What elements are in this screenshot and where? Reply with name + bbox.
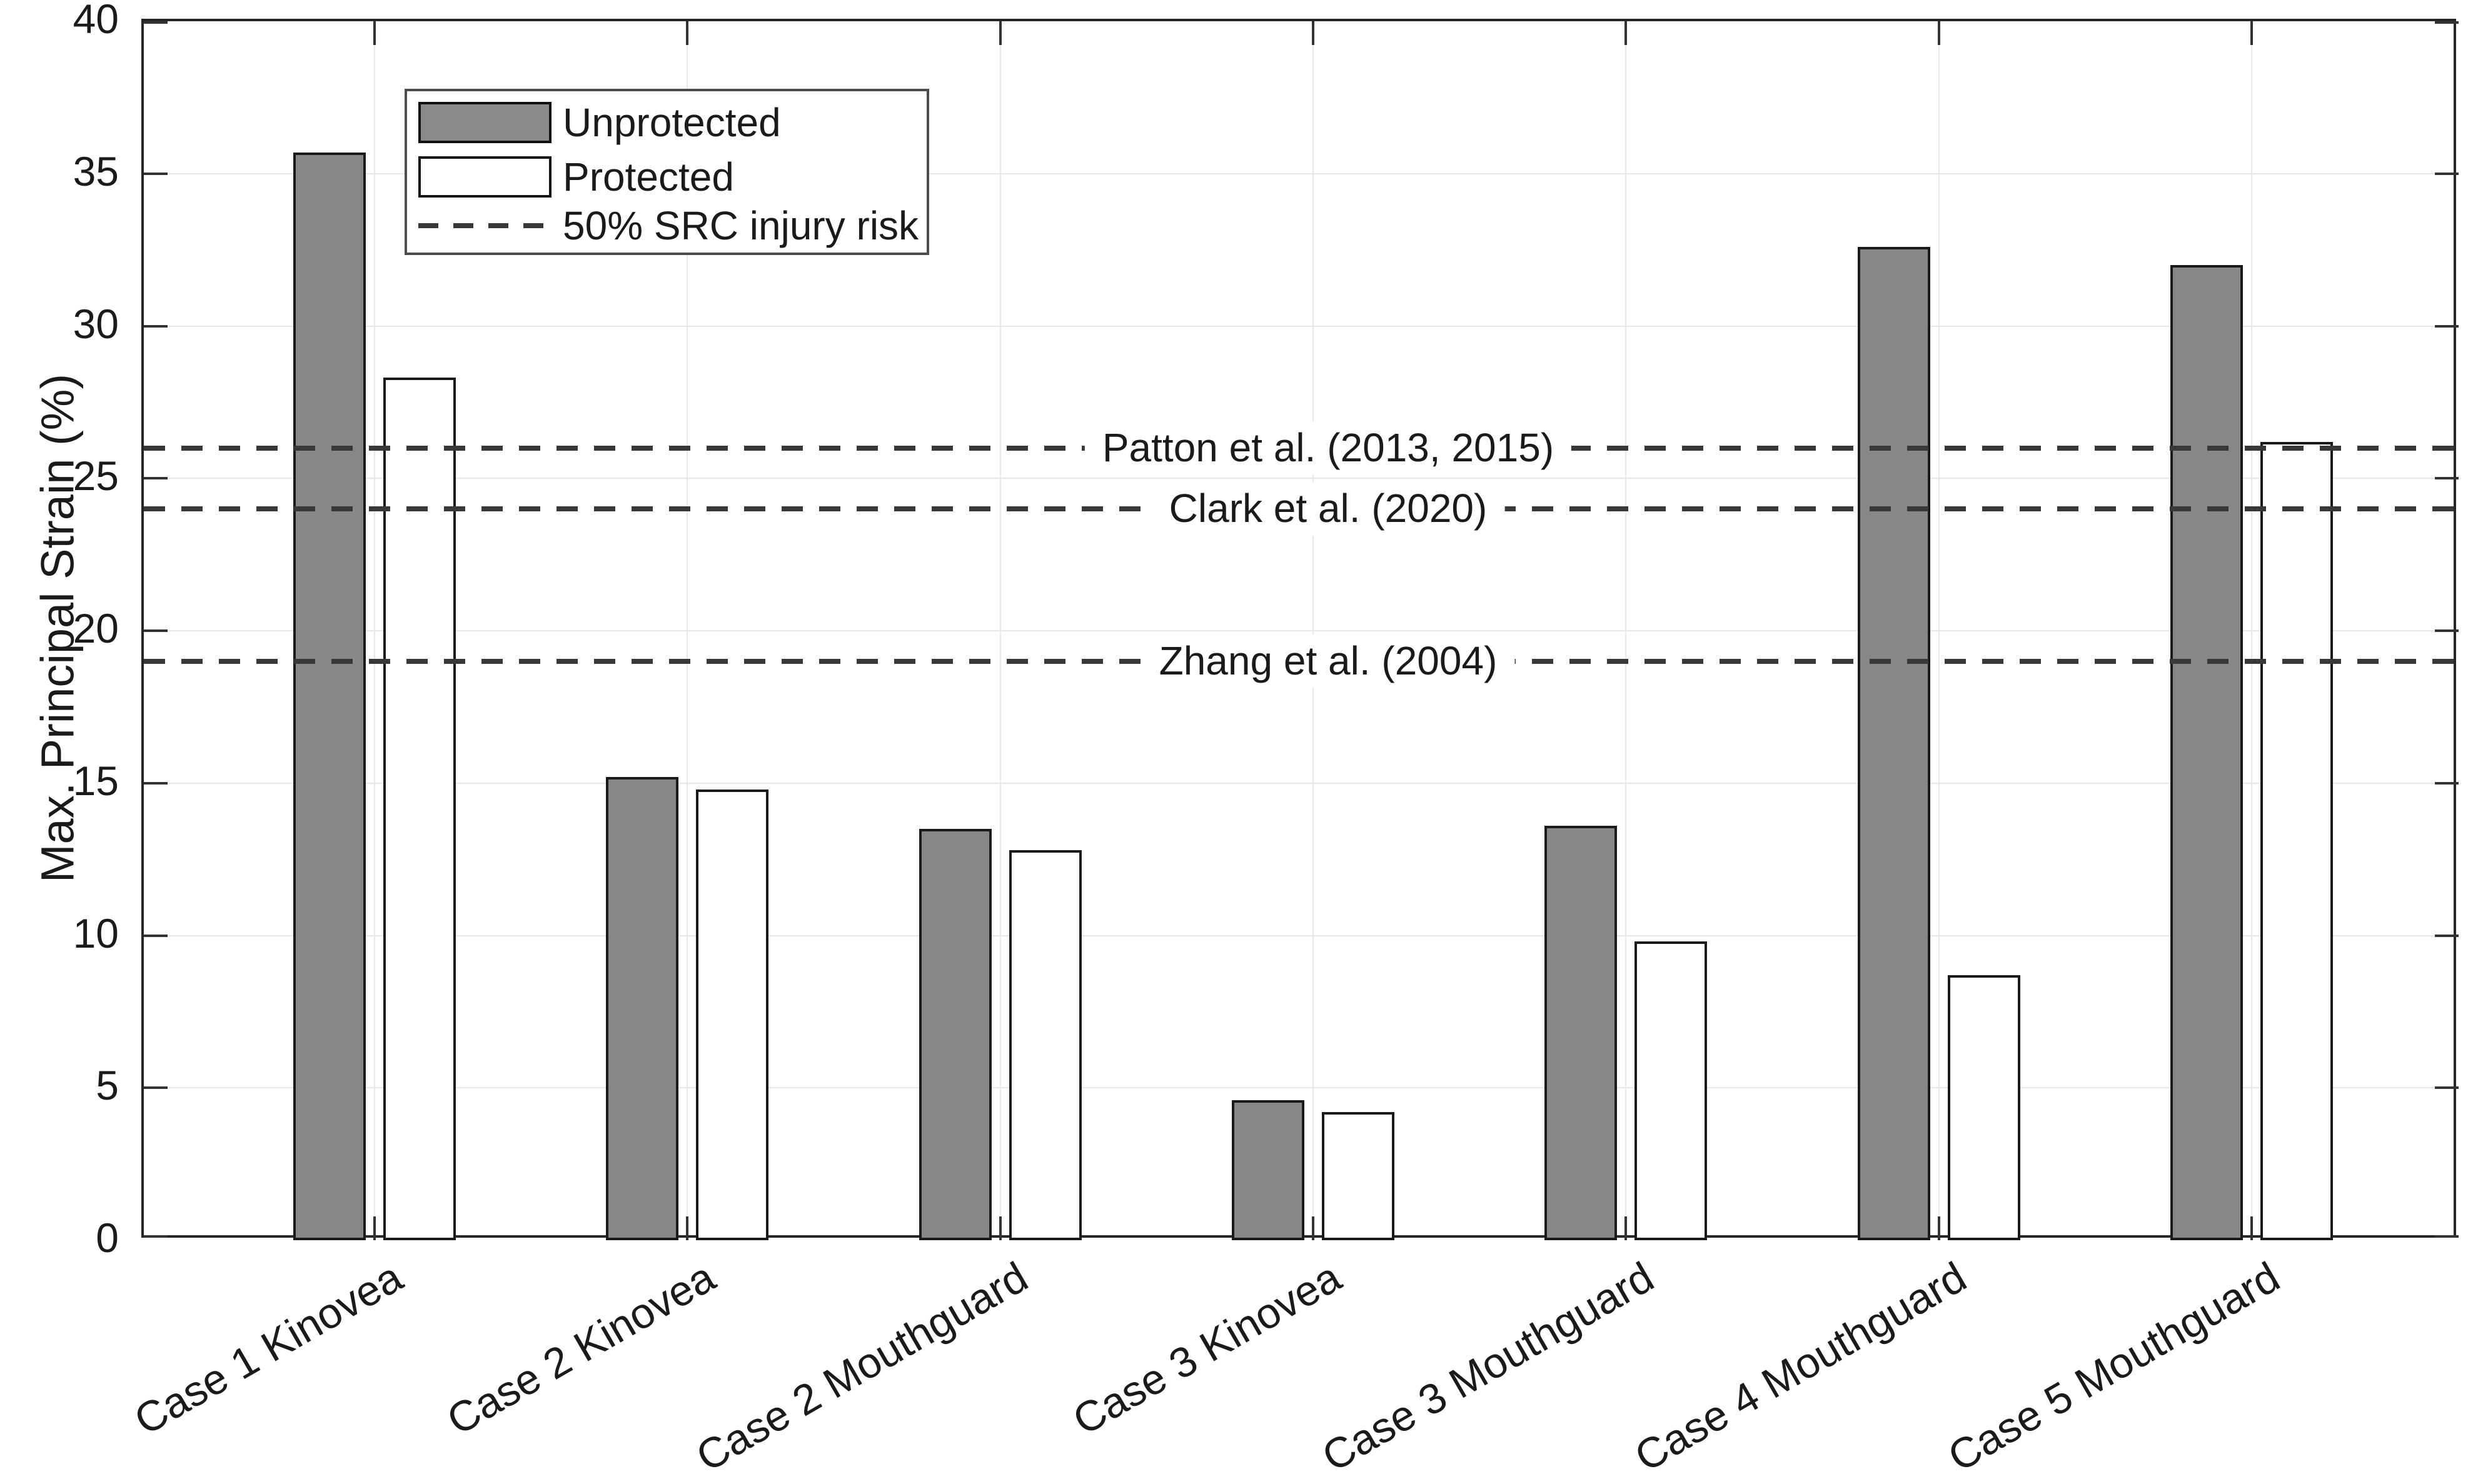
- y-tick-right: [2435, 477, 2459, 480]
- y-tick-right: [2435, 934, 2459, 937]
- y-tick-right: [2435, 21, 2459, 24]
- y-tick-left: [144, 172, 168, 175]
- y-tick-left: [144, 1235, 168, 1238]
- y-tick-left: [144, 477, 168, 480]
- bars-layer: [144, 21, 2454, 1240]
- legend-swatch-unprotected: [418, 102, 551, 143]
- x-tick-top: [999, 21, 1002, 45]
- y-gridline: [144, 782, 2454, 784]
- y-tick-label: 40: [73, 0, 119, 42]
- x-tick-top: [1624, 21, 1628, 45]
- bar-unprotected-6: [1857, 246, 1930, 1240]
- y-tick-label: 0: [96, 1215, 119, 1261]
- y-axis-title: Max. Principal Strain (%): [31, 373, 84, 883]
- x-tick-bottom: [999, 1216, 1002, 1240]
- x-gridline: [2250, 21, 2252, 1235]
- ref-line-label: Patton et al. (2013, 2015): [1084, 421, 1572, 475]
- y-tick-left: [144, 324, 168, 328]
- x-gridline: [999, 21, 1001, 1235]
- x-gridline: [1938, 21, 1940, 1235]
- x-tick-label: Case 2 Kinovea: [439, 1253, 723, 1445]
- bar-protected-2: [696, 789, 769, 1240]
- ref-line-label: Zhang et al. (2004): [1141, 634, 1515, 688]
- bar-protected-4: [1321, 1112, 1394, 1240]
- horizontal-gridlines: [144, 21, 2454, 1235]
- x-tick-top: [1937, 21, 1940, 45]
- vertical-gridlines: [144, 21, 2454, 1235]
- x-gridline: [1312, 21, 1314, 1235]
- y-tick-left: [144, 1086, 168, 1090]
- reference-line-labels-layer: Patton et al. (2013, 2015) Clark et al. (…: [144, 21, 2454, 1235]
- x-tick-label: Case 5 Mouthguard: [1940, 1253, 2287, 1481]
- y-gridline: [144, 173, 2454, 174]
- y-tick-label: 15: [73, 757, 119, 804]
- bar-protected-6: [1947, 975, 2020, 1240]
- x-tick-bottom: [373, 1216, 376, 1240]
- x-tick-top: [686, 21, 689, 45]
- y-tick-right: [2435, 629, 2459, 632]
- y-tick-left: [144, 21, 168, 24]
- bar-unprotected-4: [1231, 1100, 1304, 1240]
- legend-label-protected: Protected: [563, 154, 734, 199]
- bar-unprotected-5: [1544, 826, 1618, 1240]
- y-gridline: [144, 935, 2454, 936]
- x-tick-bottom: [2250, 1216, 2253, 1240]
- legend-dashed-line-sample: [418, 223, 546, 228]
- y-tick-right: [2435, 172, 2459, 175]
- y-gridline: [144, 325, 2454, 327]
- bar-protected-5: [1634, 941, 1708, 1240]
- y-tick-right: [2435, 781, 2459, 785]
- x-tick-label: Case 3 Mouthguard: [1314, 1253, 1662, 1481]
- x-gridline: [687, 21, 688, 1235]
- x-gridline: [1625, 21, 1627, 1235]
- x-tick-label: Case 2 Mouthguard: [688, 1253, 1036, 1481]
- x-tick-top: [373, 21, 376, 45]
- y-tick-right: [2435, 1235, 2459, 1238]
- x-tick-top: [1311, 21, 1314, 45]
- y-gridline: [144, 1087, 2454, 1089]
- x-tick-label: Case 3 Kinovea: [1065, 1253, 1349, 1445]
- plot-area: Patton et al. (2013, 2015) Clark et al. (…: [141, 19, 2459, 1240]
- bar-protected-1: [383, 378, 456, 1240]
- y-tick-label: 20: [73, 605, 119, 651]
- bar-protected-7: [2260, 441, 2333, 1240]
- x-tick-bottom: [1624, 1216, 1628, 1240]
- y-tick-label: 5: [96, 1062, 119, 1109]
- y-tick-left: [144, 629, 168, 632]
- x-gridline: [374, 21, 375, 1235]
- y-tick-right: [2435, 324, 2459, 328]
- y-tick-left: [144, 934, 168, 937]
- bar-unprotected-1: [293, 152, 366, 1240]
- x-tick-label: Case 4 Mouthguard: [1627, 1253, 1975, 1481]
- y-tick-label: 25: [73, 453, 119, 499]
- x-tick-label: Case 1 Kinovea: [126, 1253, 410, 1445]
- bar-unprotected-3: [919, 828, 992, 1240]
- legend-label-unprotected: Unprotected: [563, 100, 781, 145]
- y-tick-right: [2435, 1086, 2459, 1090]
- y-gridline: [144, 630, 2454, 631]
- x-tick-bottom: [686, 1216, 689, 1240]
- x-tick-bottom: [1311, 1216, 1314, 1240]
- axis-ticks: [144, 21, 2459, 1240]
- y-tick-label: 30: [73, 300, 119, 347]
- x-tick-bottom: [1937, 1216, 1940, 1240]
- y-tick-left: [144, 781, 168, 785]
- bar-unprotected-7: [2170, 265, 2243, 1240]
- x-tick-top: [2250, 21, 2253, 45]
- legend-label-src-risk: 50% SRC injury risk: [563, 203, 919, 248]
- ref-line-label: Clark et al. (2020): [1151, 482, 1505, 536]
- legend: Unprotected Protected 50% SRC injury ris…: [405, 89, 929, 255]
- legend-swatch-protected: [418, 156, 551, 198]
- y-gridline: [144, 478, 2454, 479]
- y-tick-label: 10: [73, 910, 119, 956]
- bar-protected-3: [1009, 850, 1082, 1240]
- bar-unprotected-2: [606, 777, 679, 1240]
- y-tick-label: 35: [73, 148, 119, 194]
